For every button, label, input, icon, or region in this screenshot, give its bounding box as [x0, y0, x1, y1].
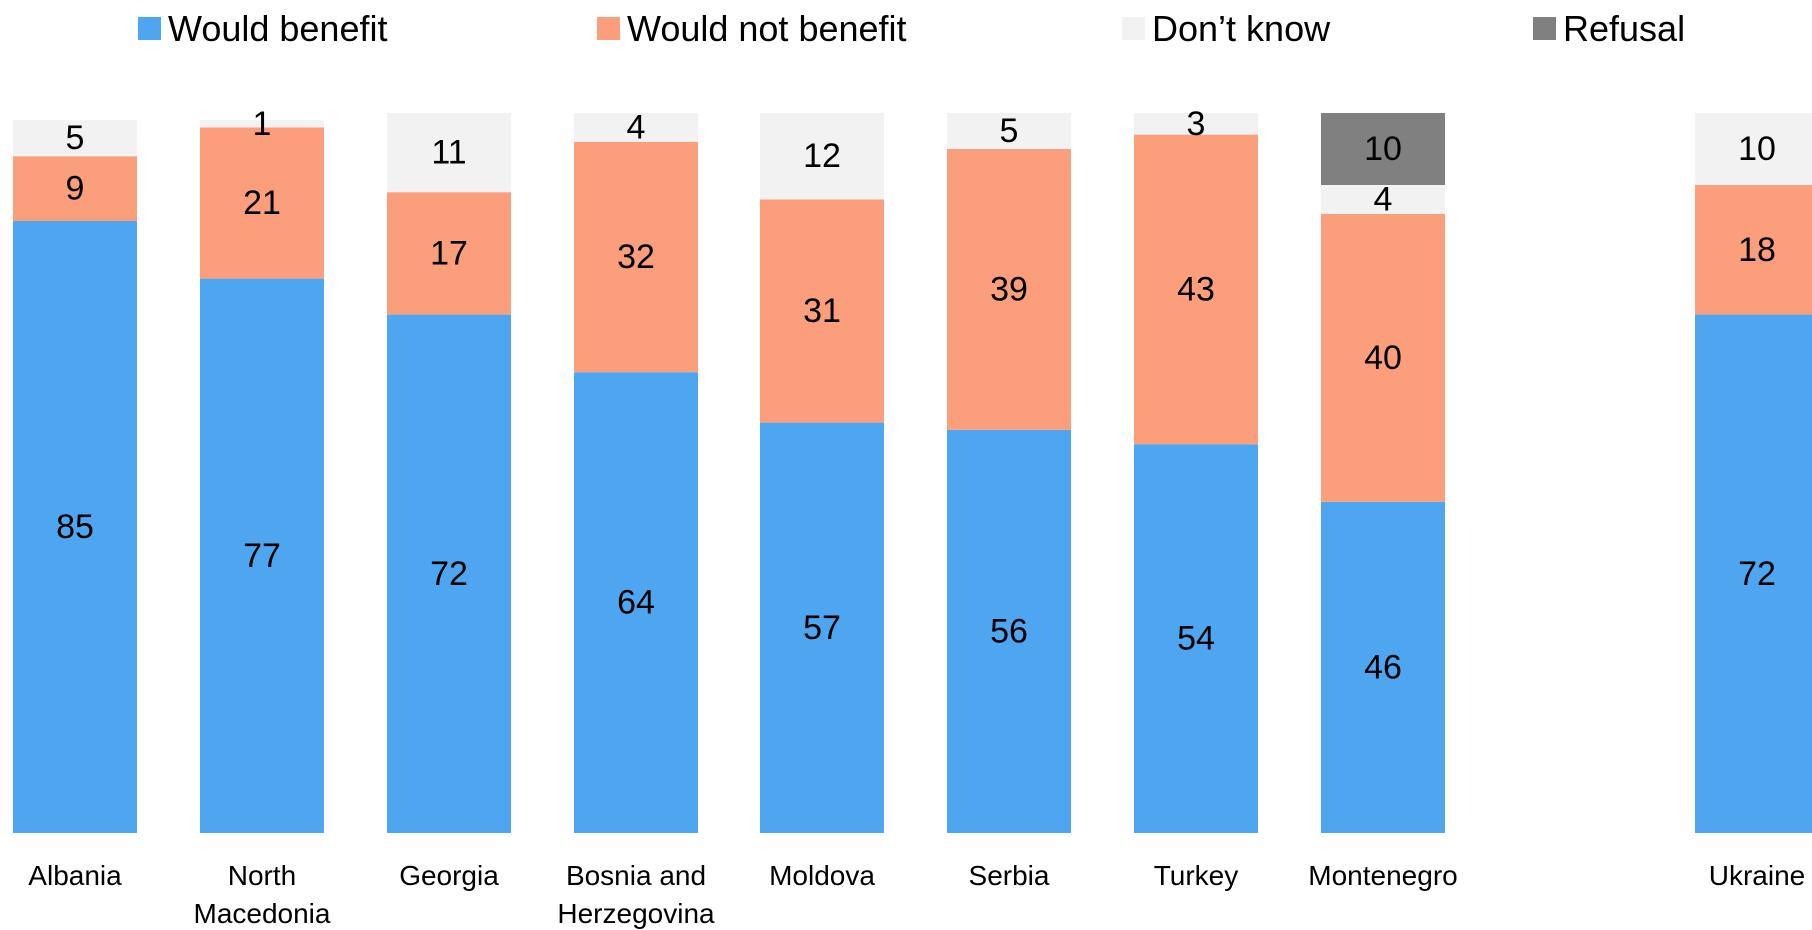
bar-segment-dont-know — [1695, 113, 1812, 185]
bar-segment-dont-know — [387, 113, 511, 193]
bar-segment-dont-know — [200, 120, 324, 128]
bar-group-north-macedonia: 77 21 1 North Macedonia — [194, 105, 331, 929]
bar-segment-dont-know — [1134, 113, 1258, 135]
data-label: 39 — [990, 270, 1028, 308]
data-label: 4 — [627, 108, 646, 146]
legend-swatch — [1533, 17, 1556, 40]
data-label: 57 — [803, 609, 841, 647]
bar-segment-would-not-benefit — [1695, 185, 1812, 315]
data-label: 31 — [803, 292, 841, 330]
legend-label: Don’t know — [1152, 8, 1331, 49]
bar-segment-would-benefit — [13, 221, 137, 833]
category-label-albania: Albania — [28, 860, 122, 891]
bar-group-montenegro: 46 40 4 10 Montenegro — [1308, 113, 1458, 891]
data-label: 64 — [617, 584, 655, 622]
data-label: 56 — [990, 612, 1028, 650]
legend-label: Would not benefit — [627, 8, 907, 49]
bar-segment-dont-know — [1321, 185, 1445, 214]
data-label: 5 — [66, 119, 85, 157]
data-label: 77 — [243, 537, 281, 575]
bar-segment-would-not-benefit — [387, 192, 511, 315]
bar-segment-would-not-benefit — [1321, 213, 1445, 502]
bar-segment-would-benefit — [574, 372, 698, 833]
bar-segment-would-not-benefit — [947, 149, 1071, 430]
bar-segment-would-not-benefit — [760, 199, 884, 423]
data-label: 3 — [1187, 105, 1206, 143]
legend-swatch — [1122, 17, 1145, 40]
legend-label: Would benefit — [168, 8, 387, 49]
data-label: 46 — [1364, 648, 1402, 686]
legend-item-would-benefit: Would benefit — [138, 8, 387, 49]
legend-item-dont-know: Don’t know — [1122, 8, 1331, 49]
bar-segment-would-benefit — [1695, 314, 1812, 834]
data-label: 40 — [1364, 339, 1402, 377]
data-label: 32 — [617, 238, 655, 276]
bar-segment-would-benefit — [200, 278, 324, 834]
bar-segment-would-benefit — [387, 314, 511, 834]
bar-segment-dont-know — [574, 113, 698, 142]
category-label-bosnia-and-herzegovina: Bosnia and Herzegovina — [557, 860, 715, 929]
category-label-moldova: Moldova — [769, 860, 875, 891]
category-label-serbia: Serbia — [969, 860, 1050, 891]
bar-segment-would-not-benefit — [200, 127, 324, 279]
data-label: 43 — [1177, 270, 1215, 308]
data-label: 72 — [430, 555, 468, 593]
data-label: 1 — [253, 105, 272, 143]
bar-segment-would-benefit — [947, 429, 1071, 833]
category-label-ukraine: Ukraine — [1709, 860, 1805, 891]
category-label-georgia: Georgia — [399, 860, 499, 891]
bar-segment-would-benefit — [1321, 501, 1445, 833]
data-label: 85 — [56, 508, 94, 546]
data-label: 4 — [1374, 180, 1393, 218]
bar-group-georgia: 72 17 11 Georgia — [387, 113, 511, 891]
bar-group-albania: 85 9 5 Albania — [13, 119, 137, 891]
data-label: 18 — [1738, 231, 1776, 269]
bar-segment-would-not-benefit — [13, 156, 137, 221]
data-label: 5 — [1000, 112, 1019, 150]
bar-segment-dont-know — [760, 113, 884, 200]
data-label: 72 — [1738, 555, 1776, 593]
data-label: 54 — [1177, 620, 1215, 658]
legend-item-refusal: Refusal — [1533, 8, 1685, 49]
data-label: 9 — [66, 170, 85, 208]
bar-segment-dont-know — [13, 120, 137, 157]
category-label-montenegro: Montenegro — [1308, 860, 1457, 891]
legend-swatch — [138, 17, 161, 40]
data-label: 12 — [803, 137, 841, 175]
category-label-turkey: Turkey — [1154, 860, 1239, 891]
bar-group-bosnia-and-herzegovina: 64 32 4 Bosnia and Herzegovina — [557, 108, 715, 929]
bar-segment-would-not-benefit — [574, 141, 698, 373]
bar-segment-dont-know — [947, 113, 1071, 149]
bar-segment-would-benefit — [1134, 444, 1258, 833]
legend-swatch — [597, 17, 620, 40]
data-label: 10 — [1364, 130, 1402, 168]
data-label: 10 — [1738, 130, 1776, 168]
data-label: 11 — [431, 134, 466, 172]
category-label-north-macedonia: North Macedonia — [194, 860, 331, 929]
bar-group-moldova: 57 31 12 Moldova — [760, 113, 884, 891]
legend-item-would-not-benefit: Would not benefit — [597, 8, 907, 49]
legend-label: Refusal — [1563, 8, 1685, 49]
data-label: 17 — [430, 234, 468, 272]
bar-group-turkey: 54 43 3 Turkey — [1134, 105, 1258, 891]
bar-segment-would-benefit — [760, 422, 884, 833]
bar-group-serbia: 56 39 5 Serbia — [947, 112, 1071, 891]
bar-segment-would-not-benefit — [1134, 134, 1258, 445]
bar-segment-refusal — [1321, 113, 1445, 185]
bar-group-ukraine: 72 18 10 Ukraine — [1695, 113, 1812, 891]
data-label: 21 — [243, 184, 281, 222]
